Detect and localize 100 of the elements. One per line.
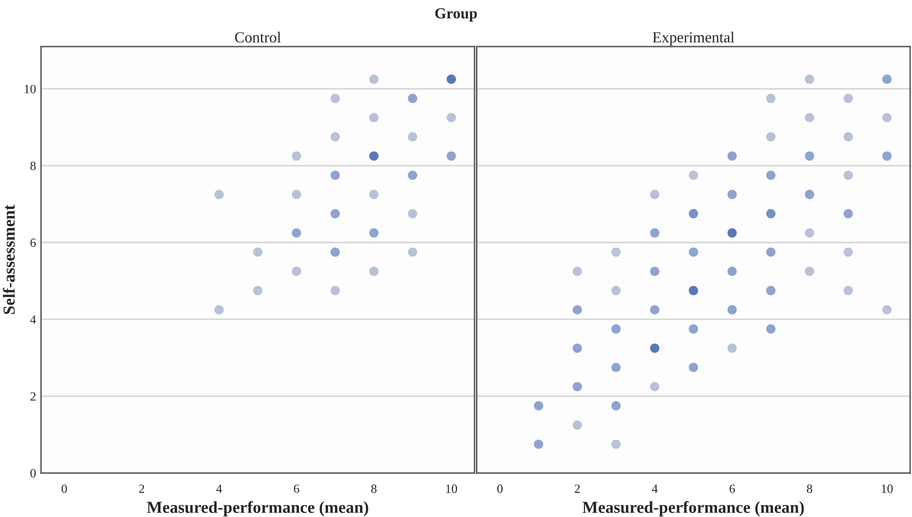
- point: [572, 266, 582, 276]
- x-tick-label: 10: [446, 484, 458, 493]
- point: [408, 94, 418, 104]
- point: [611, 401, 621, 410]
- point: [650, 305, 660, 314]
- point: [804, 190, 814, 200]
- x-tick-label: 8: [806, 484, 812, 493]
- point: [534, 440, 544, 449]
- point: [766, 324, 776, 334]
- point: [650, 266, 660, 276]
- x-tick-label: 8: [371, 484, 377, 493]
- point: [369, 266, 379, 276]
- point: [882, 112, 892, 122]
- point: [330, 94, 340, 104]
- point: [214, 190, 224, 200]
- y-tick-label: 6: [30, 238, 36, 247]
- y-tick-label: 2: [30, 392, 36, 401]
- x-axis-title: Measured-performance (mean): [582, 501, 804, 516]
- point: [727, 305, 737, 314]
- point: [446, 151, 456, 161]
- point: [688, 286, 698, 296]
- point: [330, 286, 340, 296]
- point: [844, 286, 853, 296]
- point: [292, 228, 302, 238]
- y-tick-label: 10: [24, 84, 36, 94]
- x-tick-label: 4: [216, 484, 222, 493]
- point: [804, 112, 814, 122]
- y-axis-title: Self-assessment: [2, 204, 15, 314]
- point: [611, 440, 621, 449]
- point: [369, 151, 379, 161]
- point: [408, 170, 418, 180]
- point: [766, 209, 776, 218]
- point: [292, 151, 302, 161]
- point: [650, 228, 660, 238]
- point: [330, 209, 340, 218]
- point: [446, 74, 456, 84]
- point: [292, 266, 302, 276]
- point: [766, 132, 776, 142]
- point: [844, 170, 853, 180]
- x-tick-label: 0: [62, 484, 67, 493]
- point: [330, 132, 340, 142]
- point: [804, 266, 814, 276]
- point: [369, 228, 379, 238]
- point: [408, 209, 418, 218]
- point: [611, 286, 621, 296]
- point: [369, 190, 379, 200]
- point: [572, 305, 582, 314]
- point: [611, 247, 621, 257]
- x-tick-label: 2: [139, 484, 144, 493]
- y-tick-label: 0: [30, 469, 36, 478]
- point: [844, 132, 853, 142]
- point: [727, 228, 737, 238]
- x-tick-label: 2: [574, 484, 580, 493]
- point: [572, 420, 582, 430]
- point: [611, 362, 621, 372]
- x-tick-label: 10: [882, 484, 893, 493]
- point: [766, 94, 776, 104]
- point: [611, 324, 621, 334]
- point: [882, 305, 892, 314]
- point: [650, 190, 660, 200]
- point: [882, 74, 892, 84]
- point: [727, 151, 737, 161]
- point: [766, 286, 776, 296]
- x-tick-label: 6: [730, 484, 735, 493]
- point: [369, 74, 379, 84]
- point: [408, 132, 418, 142]
- point: [844, 94, 853, 104]
- point: [688, 362, 698, 372]
- point: [408, 247, 418, 257]
- point: [804, 74, 814, 84]
- point: [844, 209, 853, 218]
- point: [727, 266, 737, 276]
- point: [650, 382, 660, 392]
- point: [766, 247, 776, 257]
- y-tick-label: 8: [30, 162, 36, 170]
- x-tick-label: 6: [294, 484, 300, 493]
- point: [214, 305, 224, 314]
- point: [330, 247, 340, 257]
- x-tick-label: 4: [652, 484, 658, 493]
- x-axis-title: Measured-performance (mean): [146, 501, 368, 516]
- point: [804, 151, 814, 161]
- point: [369, 112, 379, 122]
- text: Group: [435, 8, 477, 22]
- point: [572, 382, 582, 392]
- point: [688, 324, 698, 334]
- point: [253, 286, 262, 296]
- chart-title: Control: [235, 32, 281, 43]
- x-tick-label: 0: [497, 484, 503, 493]
- point: [804, 228, 814, 238]
- point: [727, 344, 737, 353]
- point: [534, 401, 544, 410]
- point: [766, 170, 776, 180]
- point: [650, 344, 660, 353]
- point: [253, 247, 262, 257]
- point: [688, 247, 698, 257]
- chart-title: Experimental: [652, 32, 734, 46]
- point: [844, 247, 853, 257]
- point: [727, 190, 737, 200]
- point: [330, 170, 340, 180]
- y-tick-label: 4: [30, 315, 36, 324]
